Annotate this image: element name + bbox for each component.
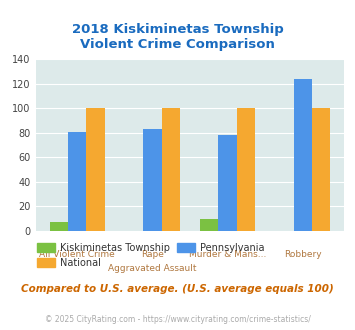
Text: © 2025 CityRating.com - https://www.cityrating.com/crime-statistics/: © 2025 CityRating.com - https://www.city… xyxy=(45,315,310,324)
Bar xyxy=(162,109,180,231)
Text: Aggravated Assault: Aggravated Assault xyxy=(108,264,197,273)
Bar xyxy=(143,129,162,231)
Bar xyxy=(68,132,86,231)
Bar xyxy=(294,79,312,231)
Text: Robbery: Robbery xyxy=(284,250,322,259)
Text: Murder & Mans...: Murder & Mans... xyxy=(189,250,266,259)
Text: 2018 Kiskiminetas Township
Violent Crime Comparison: 2018 Kiskiminetas Township Violent Crime… xyxy=(72,23,283,51)
Text: Rape: Rape xyxy=(141,250,164,259)
Bar xyxy=(312,109,330,231)
Bar xyxy=(218,135,237,231)
Bar xyxy=(86,109,105,231)
Bar xyxy=(200,219,218,231)
Text: All Violent Crime: All Violent Crime xyxy=(39,250,115,259)
Bar xyxy=(237,109,255,231)
Legend: Kiskiminetas Township, National, Pennsylvania: Kiskiminetas Township, National, Pennsyl… xyxy=(33,239,268,272)
Bar xyxy=(50,222,68,231)
Text: Compared to U.S. average. (U.S. average equals 100): Compared to U.S. average. (U.S. average … xyxy=(21,284,334,294)
